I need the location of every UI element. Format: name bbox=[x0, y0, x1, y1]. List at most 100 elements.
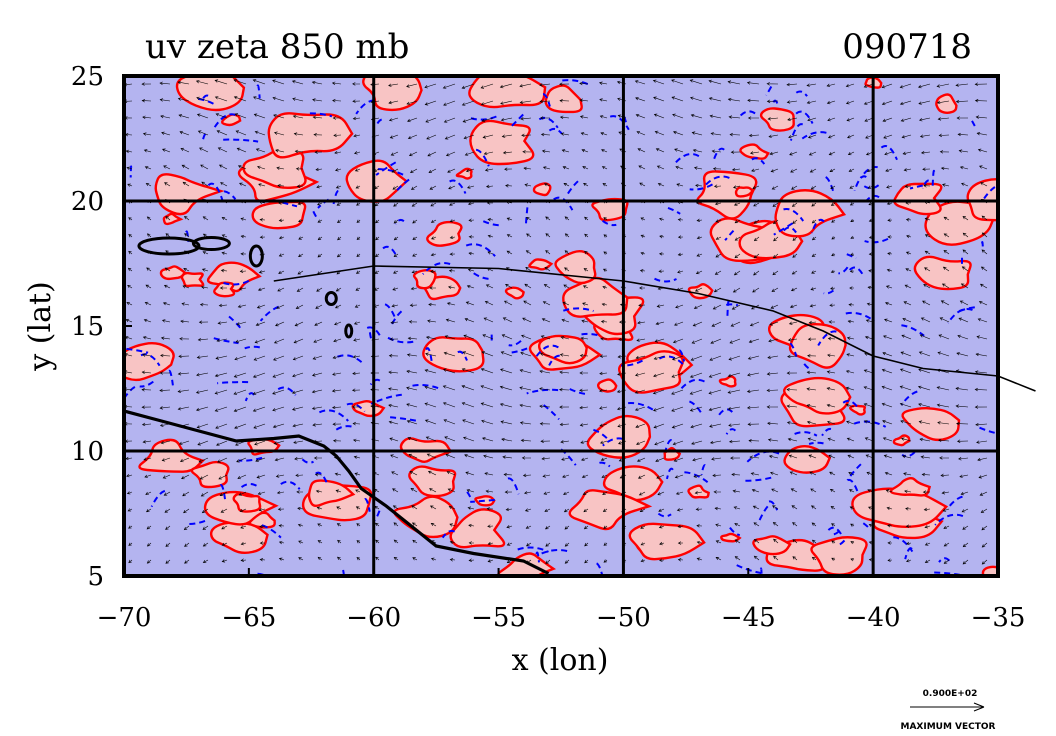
wind-vector bbox=[197, 440, 209, 446]
wind-vector bbox=[544, 525, 551, 530]
wind-vector bbox=[659, 235, 665, 239]
wind-vector bbox=[806, 420, 817, 425]
wind-vector bbox=[449, 523, 456, 527]
wind-vector bbox=[411, 522, 418, 527]
wind-vector bbox=[751, 488, 760, 493]
wind-vector bbox=[599, 371, 608, 376]
wind-vector bbox=[981, 542, 988, 548]
wind-vector bbox=[923, 507, 931, 512]
wind-vector bbox=[826, 403, 836, 408]
wind-vector bbox=[884, 151, 893, 156]
wind-vector bbox=[603, 251, 608, 255]
wind-vector bbox=[540, 132, 551, 137]
wind-vector bbox=[962, 249, 969, 255]
negative-contour bbox=[511, 347, 528, 354]
wind-vector bbox=[919, 334, 931, 340]
wind-vector bbox=[748, 133, 760, 138]
positive-vorticity-patch bbox=[162, 212, 184, 226]
wind-vector bbox=[259, 524, 266, 529]
wind-vector bbox=[524, 508, 532, 512]
wind-vector bbox=[255, 321, 266, 326]
wind-vector bbox=[524, 183, 532, 187]
wind-vector bbox=[770, 168, 779, 173]
negative-contour bbox=[257, 572, 269, 576]
wind-vector bbox=[634, 389, 646, 394]
wind-vector bbox=[502, 150, 513, 155]
wind-vector bbox=[849, 202, 855, 206]
wind-vector bbox=[584, 559, 589, 564]
wind-vector bbox=[830, 286, 836, 290]
negative-contour bbox=[673, 153, 700, 166]
wind-vector bbox=[658, 269, 665, 273]
wind-vector bbox=[388, 354, 399, 358]
negative-contour bbox=[315, 471, 329, 486]
positive-vorticity-patch bbox=[351, 399, 386, 418]
island bbox=[191, 236, 231, 251]
negative-contour bbox=[862, 522, 871, 530]
negative-contour bbox=[425, 347, 434, 366]
wind-vector bbox=[962, 525, 969, 530]
wind-vector bbox=[753, 236, 760, 242]
wind-vector bbox=[807, 437, 817, 442]
wind-vector bbox=[315, 167, 323, 172]
wind-vector bbox=[638, 303, 646, 307]
wind-vector bbox=[375, 556, 380, 561]
wind-vector bbox=[233, 96, 247, 102]
wind-vector bbox=[278, 524, 285, 528]
wind-vector bbox=[165, 216, 171, 221]
wind-vector bbox=[786, 387, 798, 392]
negative-contour bbox=[256, 84, 261, 99]
wind-vector bbox=[579, 388, 589, 392]
x-tick-label: −65 bbox=[221, 603, 276, 633]
wind-vector bbox=[653, 113, 665, 119]
wind-vector bbox=[505, 507, 513, 512]
wind-vector bbox=[962, 232, 969, 238]
wind-vector bbox=[293, 440, 304, 444]
wind-vector bbox=[447, 488, 456, 493]
wind-vector bbox=[272, 79, 285, 85]
wind-vector bbox=[221, 217, 228, 221]
wind-vector bbox=[956, 422, 969, 426]
wind-vector bbox=[545, 233, 551, 238]
wind-vector bbox=[582, 285, 589, 289]
wind-vector bbox=[905, 524, 912, 528]
wind-vector bbox=[728, 423, 741, 427]
negative-contour bbox=[946, 495, 963, 510]
wind-vector bbox=[899, 83, 912, 89]
wind-vector bbox=[506, 217, 513, 221]
negative-contour bbox=[654, 277, 677, 283]
wind-vector bbox=[692, 457, 703, 462]
wind-vector bbox=[177, 389, 190, 393]
wind-vector bbox=[708, 79, 722, 85]
wind-vector bbox=[240, 252, 247, 256]
wind-vector bbox=[485, 184, 494, 189]
wind-vector bbox=[234, 113, 247, 119]
wind-vector bbox=[393, 253, 399, 257]
wind-vector bbox=[653, 355, 665, 360]
wind-vector bbox=[924, 217, 931, 221]
wind-vector bbox=[887, 524, 893, 528]
wind-vector bbox=[980, 266, 988, 272]
wind-vector bbox=[337, 539, 342, 544]
negative-contour bbox=[569, 388, 589, 396]
wind-vector bbox=[659, 541, 665, 546]
wind-vector bbox=[711, 149, 722, 154]
negative-contour bbox=[836, 539, 846, 548]
wind-vector bbox=[886, 268, 893, 273]
wind-vector bbox=[501, 334, 513, 340]
wind-vector bbox=[786, 82, 798, 87]
wind-vector bbox=[639, 269, 646, 273]
wind-vector bbox=[672, 338, 684, 344]
wind-vector bbox=[919, 437, 931, 442]
wind-vector bbox=[771, 488, 779, 493]
wind-vector bbox=[486, 507, 494, 511]
wind-vector bbox=[772, 505, 779, 510]
wind-vector bbox=[221, 559, 228, 563]
negative-contour bbox=[609, 115, 630, 131]
wind-vector bbox=[125, 149, 133, 154]
wind-vector bbox=[559, 99, 570, 103]
negative-contour bbox=[859, 166, 878, 179]
wind-vector bbox=[480, 402, 494, 408]
wind-vector bbox=[808, 151, 817, 156]
wind-vector bbox=[239, 182, 247, 187]
